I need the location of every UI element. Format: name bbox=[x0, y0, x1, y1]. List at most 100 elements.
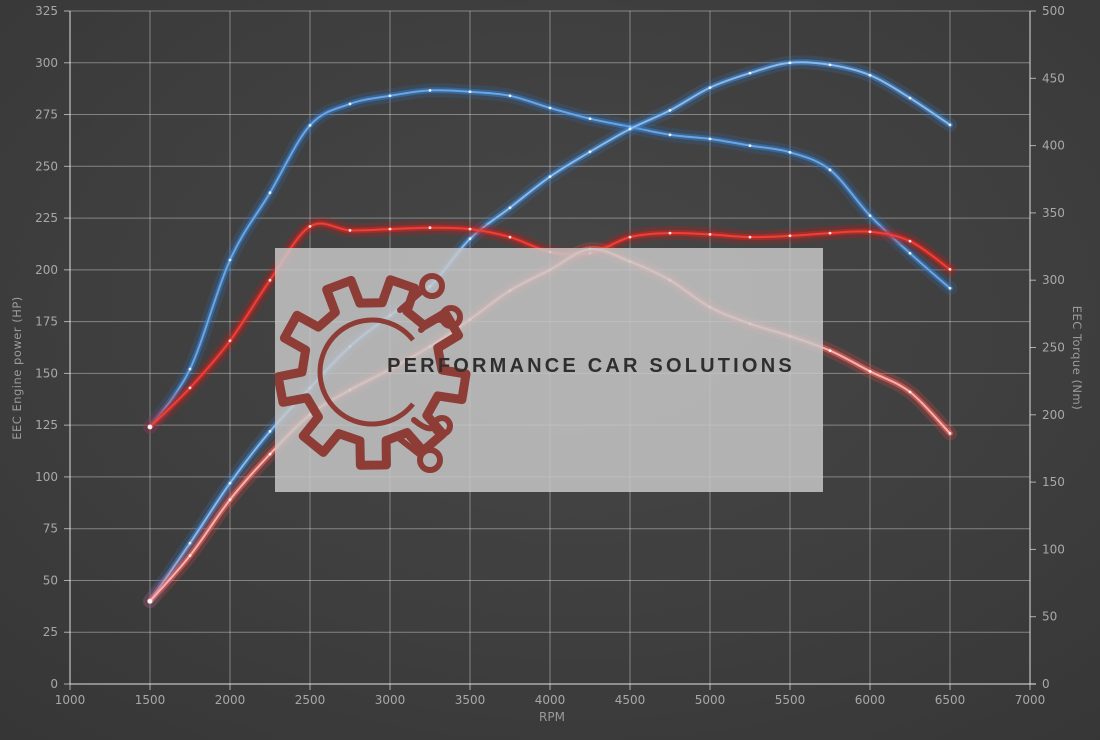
tick-label: 2500 bbox=[295, 693, 326, 707]
tick-label: 300 bbox=[1042, 273, 1065, 287]
tick-labels: 0 25 50 75 100 125 150 175 200 225 250 275 300 325 0 50… bbox=[35, 4, 1065, 707]
tick-label: 4500 bbox=[615, 693, 646, 707]
engine-torque-stock-marker bbox=[428, 226, 432, 230]
tick-label: 100 bbox=[35, 470, 58, 484]
engine-torque-tuned-marker bbox=[868, 214, 872, 217]
engine-torque-stock-marker bbox=[628, 235, 632, 239]
engine-torque-stock-marker bbox=[868, 230, 872, 234]
engine-power-stock-marker bbox=[868, 369, 872, 373]
circuit-node bbox=[417, 447, 443, 473]
engine-torque-tuned-marker bbox=[308, 124, 312, 127]
engine-power-tuned-marker bbox=[508, 206, 512, 210]
tick-label: 200 bbox=[1042, 408, 1065, 422]
x-axis-title: RPM bbox=[539, 710, 565, 724]
engine-power-tuned-marker bbox=[268, 429, 272, 433]
tick-label: 5000 bbox=[695, 693, 726, 707]
tick-label: 400 bbox=[1042, 139, 1065, 153]
engine-torque-tuned-marker bbox=[708, 137, 712, 141]
engine-torque-stock-marker bbox=[908, 239, 912, 243]
engine-torque-tuned-marker bbox=[268, 191, 272, 195]
engine-torque-tuned-marker bbox=[948, 286, 952, 290]
tick-label: 75 bbox=[43, 522, 58, 536]
engine-torque-tuned-marker bbox=[188, 367, 192, 371]
tick-marks bbox=[64, 10, 1036, 690]
circuit-trace bbox=[397, 289, 424, 313]
engine-power-tuned-marker bbox=[188, 541, 192, 545]
tick-label: 4000 bbox=[535, 693, 566, 707]
engine-power-stock-start-marker bbox=[147, 598, 153, 604]
tick-label: 50 bbox=[43, 573, 58, 587]
engine-power-tuned-marker bbox=[908, 96, 912, 100]
engine-torque-tuned-marker bbox=[588, 117, 592, 121]
engine-torque-stock-start-marker bbox=[147, 424, 153, 430]
circuit-trace bbox=[393, 433, 422, 457]
engine-power-tuned-marker bbox=[948, 123, 952, 127]
tick-label: 325 bbox=[35, 4, 58, 18]
tick-label: 7000 bbox=[1015, 693, 1046, 707]
tick-label: 100 bbox=[1042, 542, 1065, 556]
tick-label: 250 bbox=[1042, 341, 1065, 355]
engine-power-tuned-marker bbox=[708, 86, 712, 90]
engine-torque-tuned-marker bbox=[828, 168, 832, 172]
tick-label: 5500 bbox=[775, 693, 806, 707]
engine-torque-stock-marker bbox=[508, 235, 512, 239]
tick-label: 350 bbox=[1042, 206, 1065, 220]
tick-label: 275 bbox=[35, 108, 58, 122]
tick-label: 125 bbox=[35, 418, 58, 432]
tick-label: 6500 bbox=[935, 693, 966, 707]
engine-torque-tuned-marker bbox=[468, 90, 472, 94]
tick-label: 450 bbox=[1042, 71, 1065, 85]
tick-label: 0 bbox=[50, 677, 58, 691]
watermark-panel: PERFORMANCE CAR SOLUTIONS bbox=[275, 248, 823, 492]
engine-torque-stock-marker bbox=[468, 227, 472, 231]
engine-torque-stock-marker bbox=[188, 386, 192, 390]
engine-power-stock-marker bbox=[828, 349, 832, 353]
tick-label: 6000 bbox=[855, 693, 886, 707]
engine-torque-tuned-marker bbox=[508, 94, 512, 98]
engine-torque-tuned-marker bbox=[348, 102, 352, 106]
engine-power-tuned-marker bbox=[748, 71, 752, 75]
tick-label: 50 bbox=[1042, 610, 1057, 624]
engine-torque-tuned-marker bbox=[668, 133, 672, 137]
tick-label: 1000 bbox=[55, 693, 86, 707]
engine-power-tuned-marker bbox=[468, 237, 472, 241]
tick-label: 3000 bbox=[375, 693, 406, 707]
gear-inner-arc bbox=[317, 317, 415, 427]
tick-label: 1500 bbox=[135, 693, 166, 707]
engine-power-stock-marker bbox=[188, 554, 192, 558]
series-engine-power-tuned bbox=[143, 55, 957, 609]
tick-label: 250 bbox=[35, 159, 58, 173]
circuit-node bbox=[439, 305, 463, 329]
tick-label: 200 bbox=[35, 263, 58, 277]
engine-power-stock-marker bbox=[948, 432, 952, 435]
tick-label: 3500 bbox=[455, 693, 486, 707]
tick-label: 0 bbox=[1042, 677, 1050, 691]
engine-torque-stock-marker bbox=[668, 231, 672, 235]
tick-label: 2000 bbox=[215, 693, 246, 707]
engine-power-tuned-marker bbox=[868, 73, 872, 77]
engine-torque-stock-marker bbox=[708, 233, 712, 236]
engine-power-tuned-marker bbox=[588, 150, 592, 154]
engine-power-tuned-marker bbox=[828, 63, 832, 67]
tick-label: 225 bbox=[35, 211, 58, 225]
engine-power-tuned-marker bbox=[548, 175, 552, 179]
engine-torque-stock-marker bbox=[828, 231, 832, 235]
engine-torque-tuned-marker bbox=[228, 258, 232, 262]
engine-power-stock-marker bbox=[908, 390, 912, 394]
engine-torque-tuned-marker bbox=[428, 89, 432, 92]
engine-torque-stock-marker bbox=[228, 339, 232, 343]
series-engine-torque-tuned bbox=[143, 83, 957, 434]
engine-power-stock-marker bbox=[228, 498, 232, 502]
tick-label: 150 bbox=[35, 366, 58, 380]
watermark-text: PERFORMANCE CAR SOLUTIONS bbox=[387, 355, 795, 377]
engine-power-tuned-marker bbox=[788, 61, 792, 65]
engine-torque-tuned-marker bbox=[748, 144, 752, 148]
engine-power-tuned-marker bbox=[668, 108, 672, 112]
engine-torque-stock-marker bbox=[748, 235, 752, 239]
engine-torque-tuned-marker bbox=[908, 251, 912, 255]
engine-torque-stock-marker bbox=[788, 234, 792, 238]
engine-torque-stock-marker bbox=[948, 268, 952, 271]
tick-label: 500 bbox=[1042, 4, 1065, 18]
tick-label: 25 bbox=[43, 625, 58, 639]
